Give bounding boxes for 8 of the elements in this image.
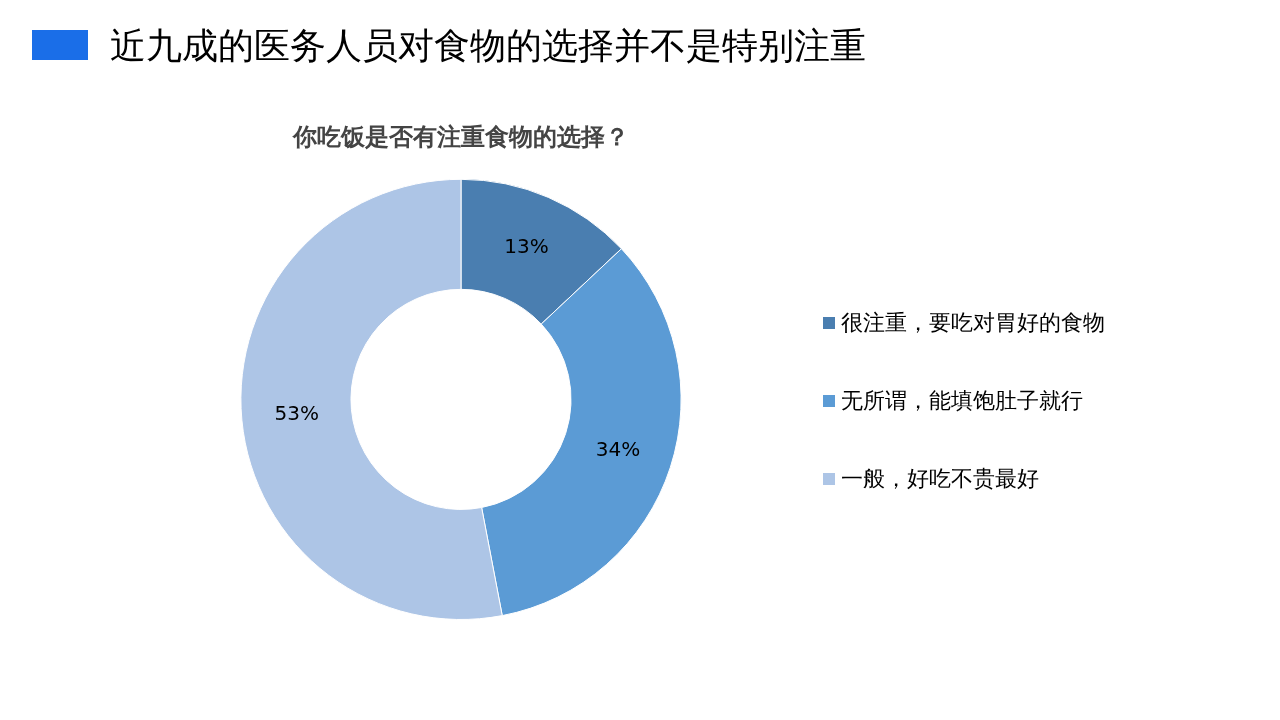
- chart-title: 近九成的医务人员对食物的选择并不是特别注重: [110, 24, 866, 68]
- chart-subtitle: 你吃饭是否有注重食物的选择？: [292, 122, 629, 151]
- legend-label: 一般，好吃不贵最好: [841, 465, 1039, 493]
- data-label: 13%: [504, 234, 549, 259]
- legend-label: 很注重，要吃对胃好的食物: [841, 309, 1105, 337]
- data-label: 53%: [274, 401, 319, 426]
- legend-label: 无所谓，能填饱肚子就行: [841, 387, 1083, 415]
- data-label: 34%: [595, 436, 641, 461]
